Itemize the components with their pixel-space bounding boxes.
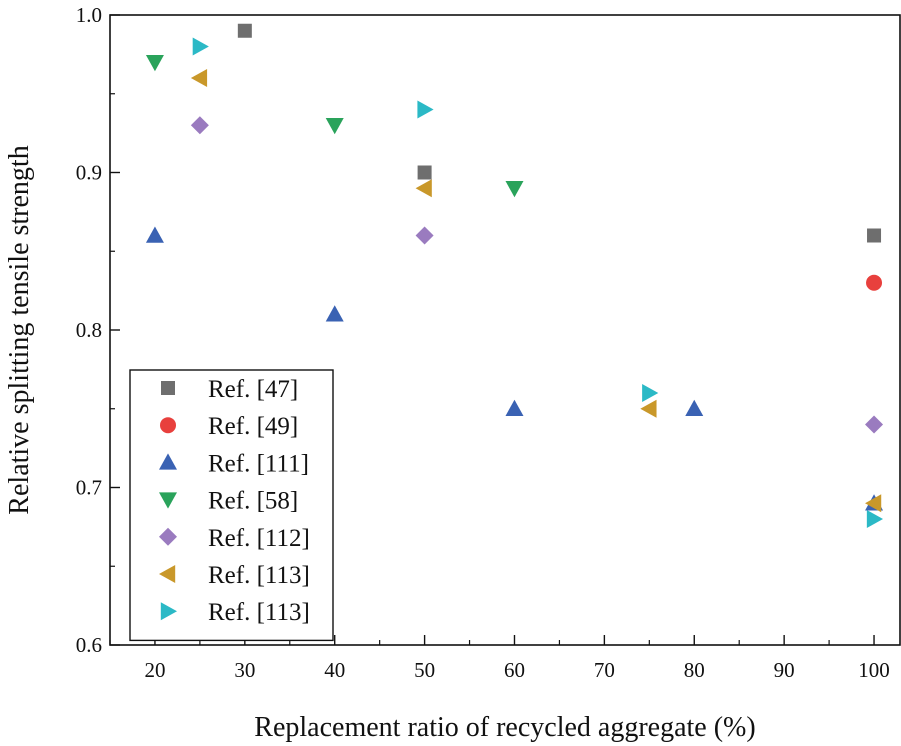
legend-label: Ref. [113] — [208, 599, 310, 626]
series-7 — [192, 37, 884, 528]
y-axis-title: Relative splitting tensile strength — [4, 145, 35, 514]
data-point — [866, 510, 884, 528]
legend-label: Ref. [113] — [208, 562, 310, 589]
axis-ticks: 20 30 40 50 60 70 80 90 100 0.6 0.7 0.8 0.9 1.0 — [76, 3, 890, 682]
series-1 — [237, 23, 882, 243]
legend: Ref. [47] Ref. [49] Ref. [111] Ref. [58] Ref… — [129, 369, 334, 642]
data-point — [505, 181, 524, 198]
series-6 — [190, 69, 882, 513]
data-point — [190, 116, 209, 135]
x-tick-label: 70 — [594, 658, 615, 682]
x-tick-label: 20 — [144, 658, 165, 682]
legend-marker — [159, 527, 177, 546]
series-2 — [866, 274, 883, 291]
data-point — [145, 226, 164, 243]
legend-marker — [159, 565, 176, 583]
data-point — [415, 179, 432, 198]
legend-marker — [160, 417, 176, 434]
y-tick-label: 0.9 — [76, 161, 102, 185]
data-point — [417, 100, 434, 119]
y-tick-label: 0.7 — [76, 476, 102, 500]
data-point — [145, 55, 164, 72]
legend-label: Ref. [47] — [208, 376, 298, 403]
data-point — [325, 118, 344, 135]
y-tick-label: 1.0 — [76, 3, 102, 27]
legend-label: Ref. [111] — [208, 450, 309, 477]
data-point — [867, 228, 882, 243]
legend-marker — [159, 453, 177, 470]
legend-marker — [161, 381, 175, 395]
x-tick-label: 90 — [774, 658, 795, 682]
data-point — [865, 415, 884, 434]
legend-box — [129, 369, 334, 642]
data-point — [417, 165, 432, 180]
data-point — [237, 23, 252, 38]
legend-label: Ref. [49] — [208, 413, 298, 440]
x-tick-label: 80 — [684, 658, 705, 682]
series-5 — [190, 116, 884, 434]
series-4 — [145, 55, 524, 198]
data-point — [685, 399, 704, 416]
x-tick-label: 50 — [414, 658, 435, 682]
x-axis-title: Replacement ratio of recycled aggregate … — [254, 712, 755, 743]
data-point — [865, 494, 882, 513]
legend-label: Ref. [112] — [208, 525, 310, 552]
data-point — [325, 305, 344, 322]
y-tick-label: 0.8 — [76, 318, 102, 342]
legend-marker — [160, 602, 177, 621]
legend-marker — [159, 492, 177, 509]
data-point — [505, 399, 524, 416]
data-point — [640, 399, 657, 418]
x-tick-label: 60 — [504, 658, 525, 682]
legend-label: Ref. [58] — [208, 488, 298, 515]
x-tick-label: 100 — [858, 658, 890, 682]
data-point — [190, 69, 208, 87]
data-point — [866, 274, 883, 291]
data-point — [415, 226, 434, 245]
y-tick-label: 0.6 — [76, 633, 102, 657]
x-tick-label: 30 — [234, 658, 255, 682]
x-tick-label: 40 — [324, 658, 345, 682]
data-point — [642, 384, 659, 402]
data-point — [192, 37, 209, 56]
data-points — [145, 23, 884, 528]
